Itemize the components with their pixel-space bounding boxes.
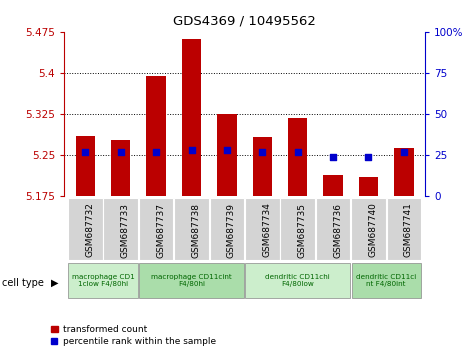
Text: GSM687735: GSM687735 [298, 202, 307, 258]
Bar [253, 137, 272, 196]
Text: cell type: cell type [2, 278, 44, 288]
Point [365, 154, 372, 160]
Bar [351, 198, 386, 260]
Bar [288, 118, 307, 196]
Bar [217, 114, 237, 196]
Bar [139, 263, 244, 298]
Text: GSM687740: GSM687740 [369, 202, 378, 257]
Bar [111, 140, 131, 196]
Title: GDS4369 / 10495562: GDS4369 / 10495562 [173, 15, 316, 28]
Text: GSM687738: GSM687738 [191, 202, 200, 258]
Bar [280, 198, 315, 260]
Bar [352, 263, 421, 298]
Text: macrophage CD11cint
F4/80hi: macrophage CD11cint F4/80hi [151, 274, 232, 287]
Point [223, 148, 231, 153]
Text: GSM687734: GSM687734 [262, 202, 271, 257]
Bar [323, 175, 343, 196]
Bar [76, 136, 95, 196]
Bar [209, 198, 244, 260]
Point [400, 149, 408, 155]
Bar [394, 148, 414, 196]
Bar [387, 198, 421, 260]
Legend: transformed count, percentile rank within the sample: transformed count, percentile rank withi… [48, 321, 219, 349]
Text: dendritic CD11chi
F4/80low: dendritic CD11chi F4/80low [266, 274, 330, 287]
Bar [316, 198, 351, 260]
Bar [68, 263, 138, 298]
Bar [182, 39, 201, 196]
Point [117, 149, 124, 155]
Bar [68, 198, 103, 260]
Bar [359, 177, 378, 196]
Text: ▶: ▶ [51, 278, 58, 288]
Point [294, 149, 302, 155]
Point [188, 148, 195, 153]
Text: GSM687732: GSM687732 [86, 202, 95, 257]
Point [82, 149, 89, 155]
Point [258, 149, 266, 155]
Text: GSM687736: GSM687736 [333, 202, 342, 258]
Point [152, 149, 160, 155]
Bar [245, 198, 280, 260]
Text: GSM687737: GSM687737 [156, 202, 165, 258]
Text: GSM687741: GSM687741 [404, 202, 413, 257]
Bar [139, 198, 173, 260]
Text: macrophage CD1
1clow F4/80hi: macrophage CD1 1clow F4/80hi [72, 274, 134, 287]
Text: GSM687733: GSM687733 [121, 202, 130, 258]
Bar [174, 198, 209, 260]
Bar [104, 198, 138, 260]
Point [329, 154, 337, 160]
Bar [146, 76, 166, 196]
Text: dendritic CD11ci
nt F4/80int: dendritic CD11ci nt F4/80int [356, 274, 416, 287]
Bar [245, 263, 350, 298]
Text: GSM687739: GSM687739 [227, 202, 236, 258]
